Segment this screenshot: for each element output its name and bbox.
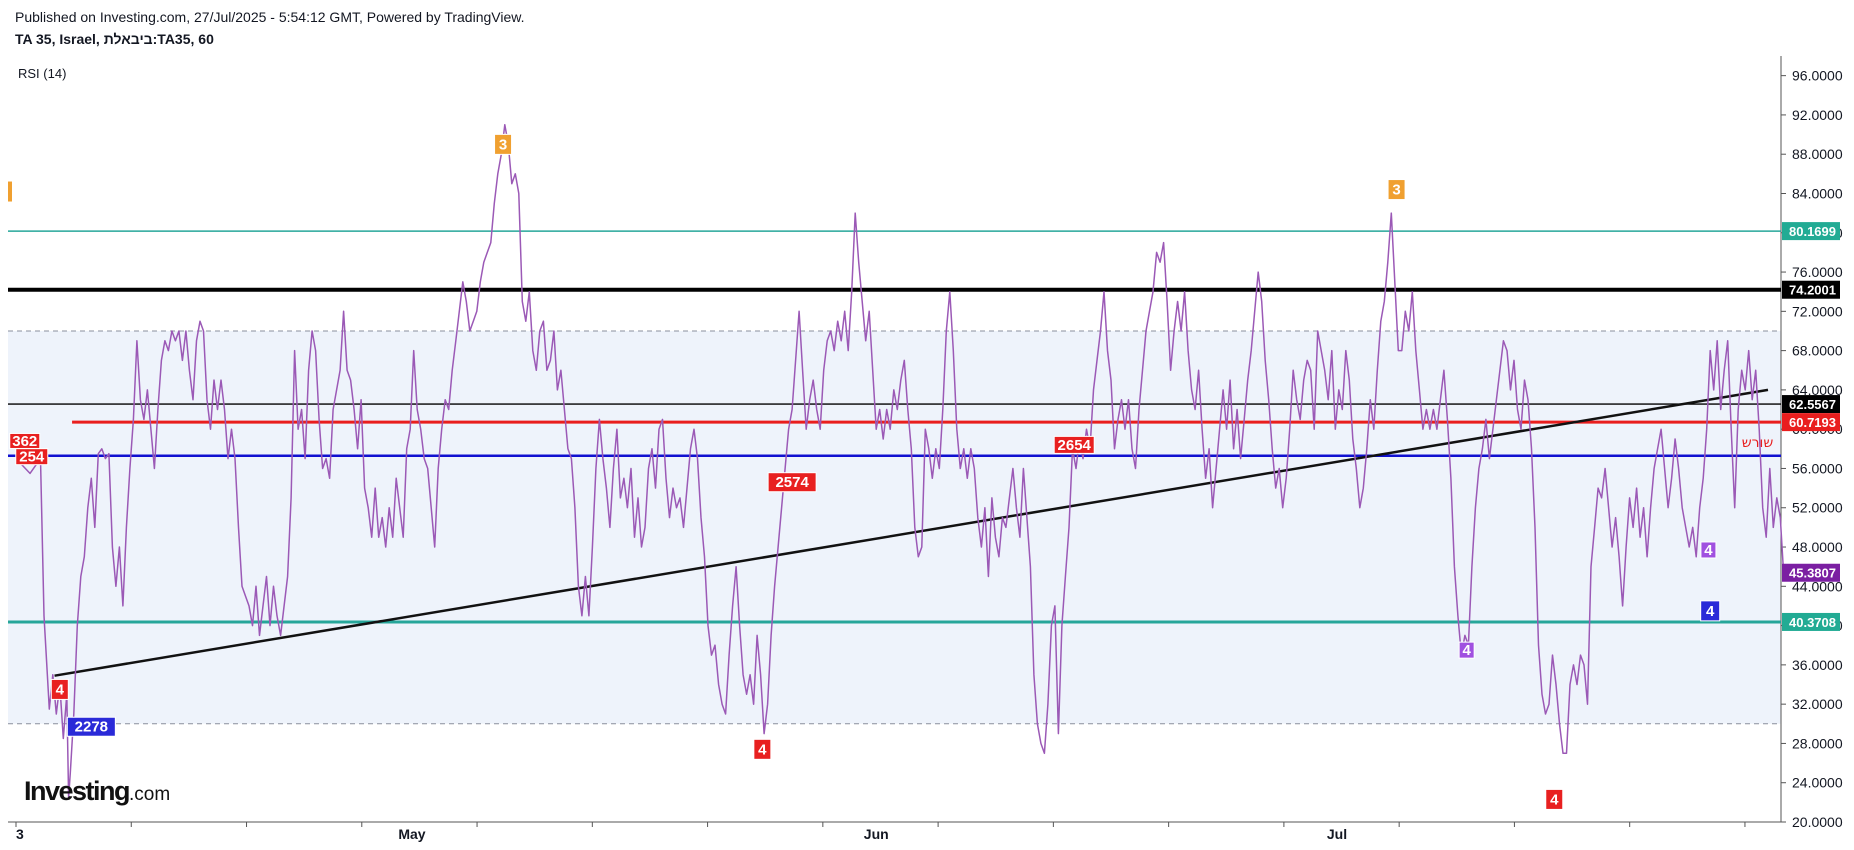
x-tick-label: Jun xyxy=(864,826,889,842)
y-tick-label: 56.0000 xyxy=(1792,460,1843,476)
price-tag-last-box xyxy=(1782,563,1840,582)
y-tick-label: 92.0000 xyxy=(1792,107,1843,123)
wave-label-box xyxy=(50,678,69,700)
wave-label-box xyxy=(767,472,817,493)
y-tick-label: 84.0000 xyxy=(1792,185,1843,201)
y-tick-label: 32.0000 xyxy=(1792,696,1843,712)
wave-label-box xyxy=(1700,541,1717,559)
price-tag-60-box xyxy=(1782,413,1840,432)
x-tick-label: May xyxy=(398,826,425,842)
price-tag-62-box xyxy=(1782,395,1840,414)
wave-label-box xyxy=(753,738,772,760)
wave-label: 2574 xyxy=(775,474,809,491)
wave-label: 4 xyxy=(1706,603,1715,620)
wave-label-box xyxy=(66,716,116,737)
wave-label: 2654 xyxy=(1058,437,1092,454)
price-tag-80: 80.1699 xyxy=(1789,224,1836,239)
wave-label: 3 xyxy=(499,136,507,153)
wave-label-box xyxy=(1053,435,1095,454)
wave-label-box xyxy=(1545,788,1564,810)
y-tick-label: 48.0000 xyxy=(1792,539,1843,555)
y-tick-label: 68.0000 xyxy=(1792,343,1843,359)
wave-label: 4 xyxy=(1550,791,1559,808)
x-tick-label: Jul xyxy=(1327,826,1347,842)
price-tag-60: 60.7193 xyxy=(1789,415,1836,430)
edge-marker xyxy=(8,181,12,202)
price-tag-62: 62.5567 xyxy=(1789,397,1836,412)
wave-label: 4 xyxy=(1462,642,1471,659)
y-tick-label: 20.0000 xyxy=(1792,814,1843,830)
y-tick-label: 64.0000 xyxy=(1792,382,1843,398)
wave-label: 4 xyxy=(758,741,767,758)
y-tick-label: 24.0000 xyxy=(1792,775,1843,791)
wave-label-box xyxy=(1387,179,1406,201)
wave-label-box xyxy=(1700,600,1721,622)
y-tick-label: 72.0000 xyxy=(1792,303,1843,319)
indicator-label: RSI (14) xyxy=(18,66,67,81)
logo-suffix-text: .com xyxy=(129,784,171,805)
rsi-line xyxy=(15,123,1788,799)
symbol-title: TA 35, Israel, ביבאלת:TA35, 60 xyxy=(15,31,214,47)
y-tick-label: 96.0000 xyxy=(1792,68,1843,84)
trendline xyxy=(54,388,1769,677)
wave-label: 4 xyxy=(1704,542,1713,559)
price-tag-last: 45.3807 xyxy=(1789,566,1836,581)
price-tag-40-box xyxy=(1782,612,1840,631)
wave-label: 3 xyxy=(1392,182,1400,199)
y-tick-label: 76.0000 xyxy=(1792,264,1843,280)
y-tick-label: 28.0000 xyxy=(1792,735,1843,751)
price-tag-74-box xyxy=(1782,280,1840,299)
logo-main-text: Investing xyxy=(24,776,131,806)
x-tick-label: 3 xyxy=(16,826,24,842)
wave-label-box xyxy=(494,133,513,155)
wave-label-box xyxy=(1458,641,1475,659)
price-tag-80-box xyxy=(1782,222,1840,241)
price-tag-74: 74.2001 xyxy=(1789,283,1836,298)
wave-label: 4 xyxy=(56,681,65,698)
published-header: Published on Investing.com, 27/Jul/2025 … xyxy=(15,9,525,25)
wave-label: 2278 xyxy=(75,719,108,736)
wave-label: 362 xyxy=(12,433,37,450)
y-tick-label: 52.0000 xyxy=(1792,500,1843,516)
investing-logo: Investing.com xyxy=(24,776,170,807)
y-tick-label: 44.0000 xyxy=(1792,578,1843,594)
annotation-text: שורש xyxy=(1742,435,1774,451)
wave-label: 254 xyxy=(19,449,45,466)
wave-label-box xyxy=(15,448,49,466)
y-tick-label: 36.0000 xyxy=(1792,657,1843,673)
y-tick-label: 88.0000 xyxy=(1792,146,1843,162)
price-tag-40: 40.3708 xyxy=(1789,615,1836,630)
